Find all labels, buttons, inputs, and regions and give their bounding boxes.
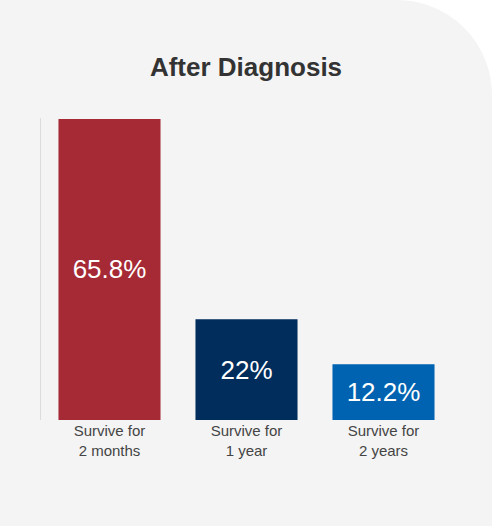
- svg-text:Survive for1 year: Survive for1 year: [211, 422, 283, 459]
- svg-text:Survive for2 months: Survive for2 months: [74, 422, 146, 459]
- svg-text:Survive for2 years: Survive for2 years: [348, 422, 420, 459]
- svg-text:65.8%: 65.8%: [73, 254, 147, 284]
- svg-text:After Diagnosis: After Diagnosis: [150, 52, 342, 82]
- svg-text:12.2%: 12.2%: [347, 377, 421, 407]
- svg-text:22%: 22%: [220, 355, 272, 385]
